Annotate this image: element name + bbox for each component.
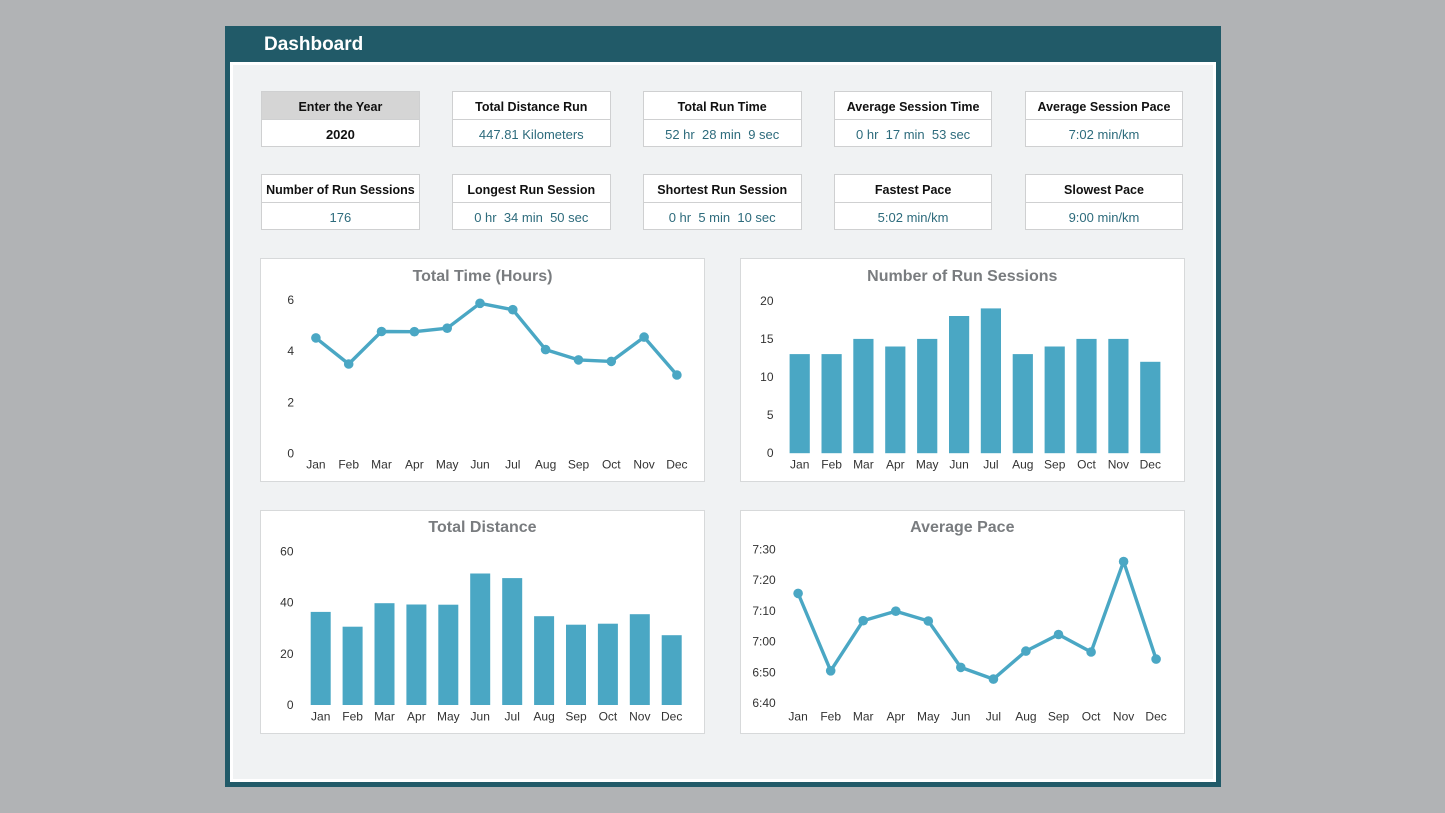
svg-text:Aug: Aug [533, 709, 554, 723]
svg-text:Aug: Aug [535, 457, 556, 471]
svg-text:10: 10 [760, 370, 774, 384]
svg-text:May: May [916, 457, 939, 471]
svg-text:Nov: Nov [633, 457, 654, 471]
svg-text:Oct: Oct [1082, 709, 1101, 723]
svg-text:7:10: 7:10 [752, 603, 776, 617]
svg-text:Feb: Feb [338, 457, 359, 471]
svg-text:Jun: Jun [471, 709, 490, 723]
svg-text:Jul: Jul [505, 457, 520, 471]
svg-text:Oct: Oct [1077, 457, 1096, 471]
svg-text:Aug: Aug [1015, 709, 1036, 723]
svg-text:Mar: Mar [853, 709, 874, 723]
svg-text:4: 4 [287, 344, 294, 358]
svg-text:May: May [917, 709, 940, 723]
svg-text:Dec: Dec [1145, 709, 1166, 723]
svg-text:5: 5 [767, 408, 774, 422]
svg-text:0: 0 [287, 447, 294, 461]
svg-text:Jan: Jan [788, 709, 807, 723]
svg-text:0: 0 [287, 698, 294, 712]
svg-text:Sep: Sep [565, 709, 587, 723]
svg-text:Jun: Jun [949, 457, 968, 471]
svg-text:Sep: Sep [568, 457, 590, 471]
svg-text:20: 20 [760, 294, 774, 308]
svg-text:Jan: Jan [306, 457, 325, 471]
svg-text:40: 40 [280, 595, 294, 609]
svg-text:Nov: Nov [1108, 457, 1129, 471]
svg-text:May: May [437, 709, 460, 723]
svg-text:6:50: 6:50 [752, 665, 776, 679]
svg-text:7:30: 7:30 [752, 542, 776, 556]
svg-text:Apr: Apr [407, 709, 426, 723]
svg-text:Nov: Nov [629, 709, 650, 723]
svg-text:Dec: Dec [661, 709, 682, 723]
svg-text:Jun: Jun [951, 709, 970, 723]
svg-text:20: 20 [280, 646, 294, 660]
svg-text:Aug: Aug [1012, 457, 1033, 471]
svg-text:Feb: Feb [821, 457, 842, 471]
svg-text:Jan: Jan [790, 457, 809, 471]
svg-text:Jan: Jan [311, 709, 330, 723]
svg-text:Apr: Apr [405, 457, 424, 471]
svg-text:6:40: 6:40 [752, 696, 776, 710]
svg-text:0: 0 [767, 446, 774, 460]
svg-text:60: 60 [280, 544, 294, 558]
svg-text:Oct: Oct [599, 709, 618, 723]
svg-text:Mar: Mar [374, 709, 395, 723]
svg-text:Mar: Mar [853, 457, 874, 471]
svg-text:Nov: Nov [1113, 709, 1134, 723]
svg-text:2: 2 [287, 395, 294, 409]
svg-text:Jul: Jul [983, 457, 998, 471]
svg-text:Oct: Oct [602, 457, 621, 471]
svg-text:7:20: 7:20 [752, 573, 776, 587]
svg-text:6: 6 [287, 293, 294, 307]
svg-text:Jul: Jul [986, 709, 1001, 723]
svg-text:Feb: Feb [820, 709, 841, 723]
svg-text:Sep: Sep [1048, 709, 1070, 723]
svg-text:Jul: Jul [505, 709, 520, 723]
svg-text:Apr: Apr [886, 457, 905, 471]
svg-text:Sep: Sep [1044, 457, 1066, 471]
svg-text:7:00: 7:00 [752, 634, 776, 648]
svg-text:15: 15 [760, 332, 774, 346]
svg-text:Mar: Mar [371, 457, 392, 471]
svg-text:Dec: Dec [1139, 457, 1160, 471]
svg-text:Jun: Jun [470, 457, 489, 471]
svg-text:May: May [436, 457, 459, 471]
svg-text:Apr: Apr [886, 709, 905, 723]
svg-text:Feb: Feb [342, 709, 363, 723]
svg-text:Dec: Dec [666, 457, 687, 471]
